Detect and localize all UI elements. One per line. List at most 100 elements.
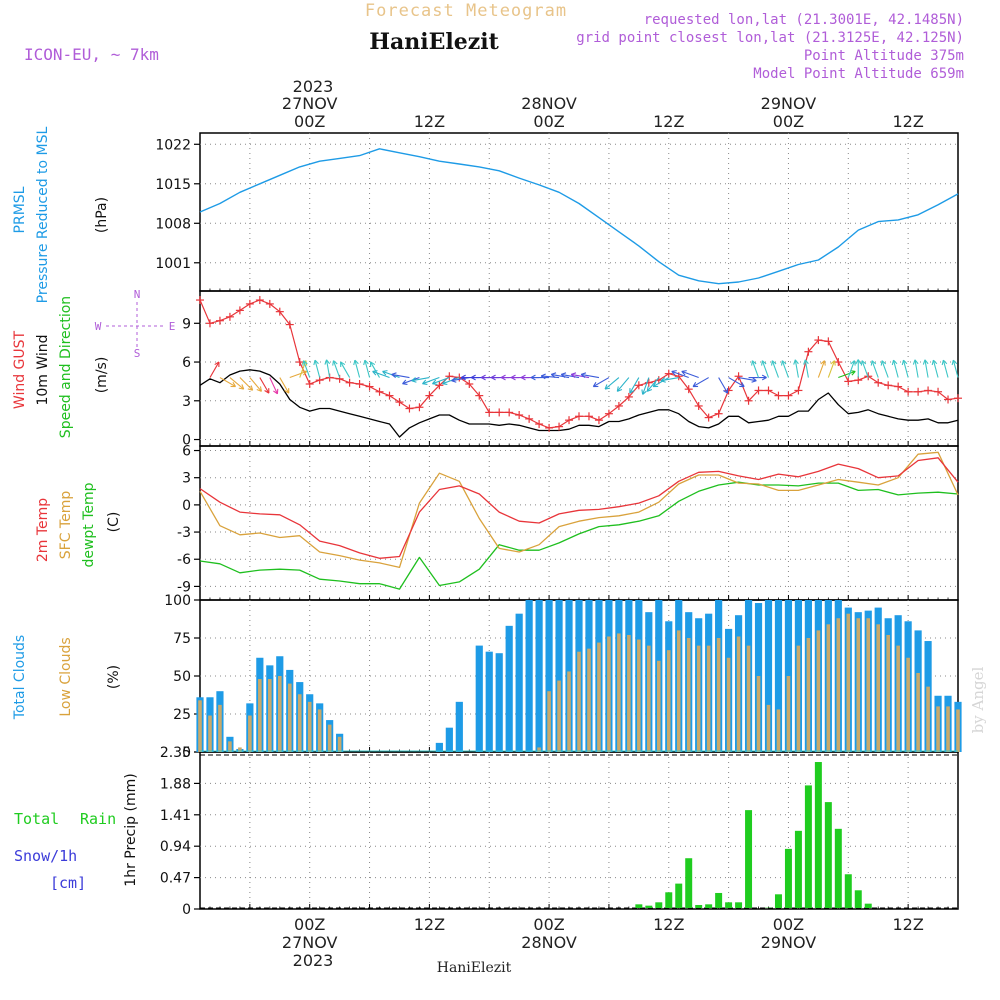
wind-arrow-shaft-62 [827, 360, 836, 378]
label-hpa: (hPa) [94, 197, 110, 233]
wind-arrow-shaft-47 [660, 377, 679, 382]
wind-arrow-shaft-60 [804, 359, 809, 378]
ytick-label-pressure-1: 1008 [155, 216, 191, 232]
wind-arrow-shaft-66 [861, 360, 869, 378]
wind-arrow-head-4-1 [256, 388, 262, 392]
wind-arrow-66 [860, 360, 869, 378]
cloud-low-bar-38 [577, 651, 581, 752]
wind-arrow-shaft-69 [892, 360, 899, 378]
wind-arrow-head-42-1 [616, 386, 619, 392]
wind-arrow-head-24-1 [432, 379, 437, 385]
label-speed-direction: Speed and Direction [58, 296, 74, 438]
gust-marker-56 [754, 386, 763, 395]
bottom-date-4: 29NOV [761, 933, 817, 952]
wind-arrow-head-30-0 [490, 377, 496, 381]
ytick-label-clouds-1: 25 [173, 707, 191, 723]
cloud-low-bar-53 [726, 657, 731, 752]
ytick-label-wind-2: 6 [182, 355, 191, 371]
ytick-label-temperature-1: -6 [177, 552, 191, 568]
cloud-low-bar-70 [896, 645, 900, 752]
gust-marker-42 [614, 401, 623, 410]
wind-arrow-head-75-1 [952, 359, 958, 365]
wind-arrow-16 [363, 359, 371, 378]
precip-bar-52 [715, 892, 723, 908]
cloud-low-bar-14 [337, 736, 342, 752]
wind-arrow-head-21-0 [402, 383, 408, 385]
ytick-label-clouds-4: 100 [164, 593, 191, 609]
wind-arrow-5 [259, 377, 270, 394]
wind-arrow-1 [219, 377, 237, 388]
label-1hr-precip: 1hr Precip (mm) [123, 773, 139, 886]
cloud-low-bar-35 [547, 691, 551, 752]
precip-bar-67 [864, 903, 872, 908]
label-dewpt-temp: dewpt Temp [81, 482, 97, 567]
gust-marker-72 [914, 387, 923, 396]
wind-arrow-12 [324, 359, 331, 378]
wind-arrow-shaft-4 [249, 377, 262, 392]
cloud-total-bar-32 [515, 613, 523, 752]
ytick-label-temperature-4: 3 [182, 471, 191, 487]
wind-arrow-head-27-0 [460, 377, 466, 381]
wind-arrow-41 [604, 377, 620, 390]
wind-arrow-shaft-75 [952, 360, 959, 378]
precip-bar-45 [645, 905, 653, 908]
wind-arrow-head-12-1 [326, 359, 331, 365]
wind-arrow-shaft-50 [692, 377, 709, 388]
gridpoint-coords: grid point closest lon,lat (21.3125E, 42… [576, 30, 964, 46]
gust-marker-51 [704, 413, 713, 422]
wind-arrow-21 [402, 377, 420, 385]
wind-arrow-37 [560, 372, 580, 379]
label-wind-gust: Wind GUST [12, 330, 28, 409]
wind-arrow-head-69-0 [891, 360, 895, 366]
cloud-low-bar-12 [317, 709, 322, 752]
wind-arrow-head-74-1 [942, 359, 948, 365]
wind-arrow-head-73-0 [931, 360, 934, 366]
gust-marker-65 [844, 377, 853, 386]
wind-arrow-head-68-0 [880, 360, 883, 366]
wind-arrow-shaft-1 [219, 377, 236, 388]
bottom-hour-3: 12Z [653, 915, 684, 934]
cloud-low-bar-74 [936, 706, 940, 752]
wind-arrow-head-4-0 [259, 386, 262, 392]
wind-arrow-head-74-0 [941, 360, 944, 366]
cloud-low-bar-11 [307, 701, 312, 752]
gust-marker-41 [604, 409, 613, 418]
cloud-total-bar-36 [555, 600, 563, 752]
precip-bar-55 [745, 810, 753, 908]
wind-arrow-shaft-7 [279, 377, 290, 394]
dewpt-line [199, 481, 959, 590]
gust-marker-62 [814, 336, 823, 345]
cloud-low-bar-41 [607, 636, 611, 752]
wind-arrow-shaft-52 [728, 377, 745, 388]
wind-arrow-head-58-1 [781, 360, 787, 365]
wind-arrow-head-24-0 [432, 383, 438, 385]
precip-bar-47 [665, 892, 673, 908]
wind-arrow-head-56-1 [761, 360, 767, 365]
wind-arrow-shaft-11 [314, 360, 321, 378]
wind-arrow-shaft-68 [881, 360, 889, 378]
wind-arrow-shaft-71 [914, 359, 919, 378]
gust-marker-3 [225, 312, 234, 321]
gust-marker-2 [215, 316, 224, 325]
ytick-label-temperature-0: -9 [177, 579, 191, 595]
wind-arrow-head-69-1 [893, 359, 898, 365]
ytick-label-pressure-3: 1022 [155, 137, 191, 153]
wind-arrow-0 [209, 361, 220, 378]
gust-marker-55 [744, 396, 753, 405]
footer-location: HaniElezit [437, 960, 512, 976]
ytick-label-temperature-2: -3 [177, 525, 191, 541]
wind-arrow-head-25-0 [442, 383, 448, 385]
ytick-label-precipitation-3: 1.41 [160, 808, 191, 824]
wind-arrow-head-0-0 [214, 361, 220, 366]
wind-arrow-head-28-1 [470, 374, 476, 379]
wind-arrow-shaft-58 [781, 360, 789, 378]
cloud-low-bar-68 [876, 624, 881, 752]
wind-arrow-head-20-1 [391, 372, 397, 375]
cloud-total-bar-26 [455, 701, 463, 752]
gust-marker-19 [385, 391, 394, 400]
cloud-total-bar-28 [475, 645, 483, 752]
wind-arrow-head-70-0 [901, 360, 905, 366]
wind-arrow-shaft-12 [325, 359, 331, 378]
wind-arrow-head-42-0 [617, 388, 623, 392]
